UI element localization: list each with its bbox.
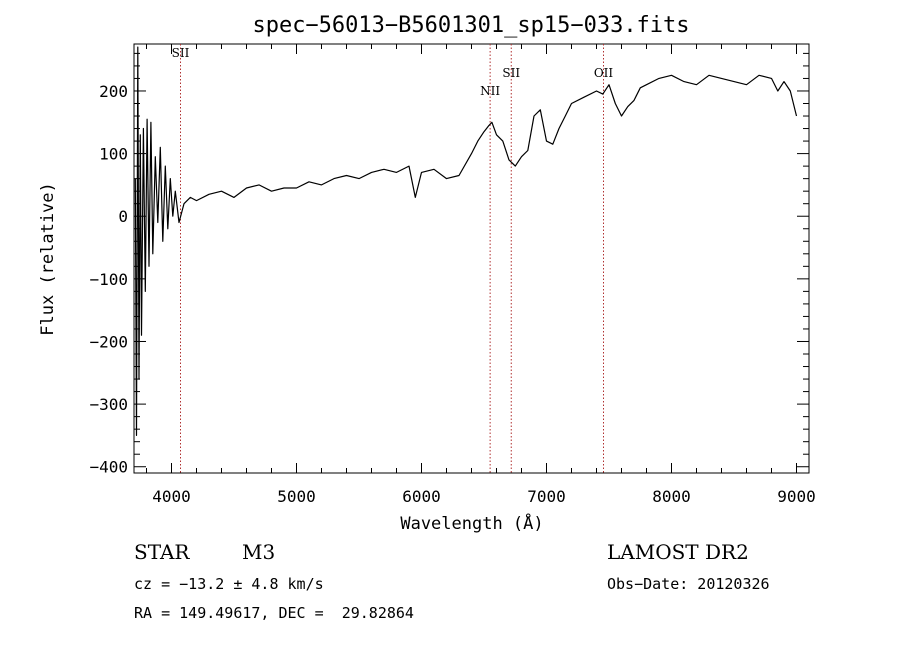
x-tick-label: 4000 [152, 487, 191, 506]
x-tick-label: 8000 [652, 487, 691, 506]
obs-date-text: Obs−Date: 20120326 [607, 575, 770, 593]
y-tick-label: −100 [89, 270, 128, 289]
y-tick-label: −300 [89, 395, 128, 414]
plot-frame [133, 43, 810, 474]
x-tick-label: 7000 [527, 487, 566, 506]
y-axis-label: Flux (relative) [38, 182, 58, 336]
coordinates-text: RA = 149.49617, DEC = 29.82864 [134, 604, 414, 622]
y-tick-label: 100 [99, 145, 128, 164]
y-tick-label: 0 [118, 207, 128, 226]
emission-line-label: SII [172, 46, 190, 60]
y-tick-label: 200 [99, 82, 128, 101]
object-subclass: M3 [242, 540, 276, 564]
chart-title: spec−56013−B5601301_sp15−033.fits [252, 13, 689, 38]
x-tick-label: 5000 [277, 487, 316, 506]
x-axis-label: Wavelength (Å) [400, 512, 543, 534]
survey-label: LAMOST DR2 [607, 540, 749, 564]
spectrum-line [134, 46, 798, 436]
emission-line-label: SII [502, 66, 520, 80]
y-tick-label: −200 [89, 332, 128, 351]
object-class: STAR [134, 540, 190, 564]
emission-line-label: NII [480, 84, 500, 98]
redshift-text: cz = −13.2 ± 4.8 km/s [134, 575, 324, 593]
x-tick-label: 6000 [402, 487, 441, 506]
x-tick-label: 9000 [777, 487, 816, 506]
y-tick-label: −400 [89, 458, 128, 477]
emission-line-label: OII [594, 66, 614, 80]
